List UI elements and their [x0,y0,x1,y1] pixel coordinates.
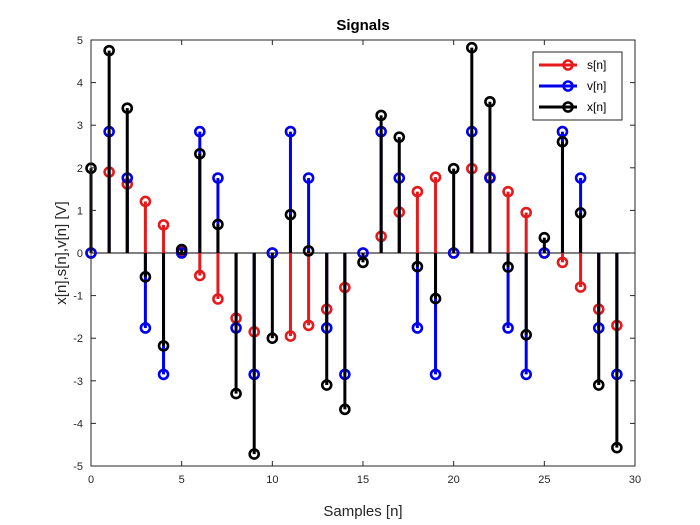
stem-marker [520,328,533,341]
stem-marker [592,379,605,391]
legend-entry: s[n] [539,58,606,72]
y-tick-label: 1 [77,205,83,217]
stem-marker [266,332,279,345]
stem-marker [175,243,188,256]
x-axis-label: Samples [n] [323,503,402,520]
y-axis-label: x[n],s[n],v[n] [V] [53,201,70,304]
stem-marker [157,340,170,352]
stem-marker [574,207,587,219]
stem-marker [447,162,460,175]
y-tick-label: 4 [77,78,83,90]
stem-marker [212,293,224,305]
stem-marker [411,322,424,334]
stem-marker [411,260,424,273]
stem-marker [212,172,224,184]
stem-marker [139,322,152,334]
stem-marker [393,131,406,143]
stem-marker [611,441,623,454]
legend: s[n] v[n] x[n] [532,51,623,121]
stem-marker [357,256,369,269]
stem-marker [320,379,333,391]
x-tick-label: 30 [629,474,641,486]
stem-marker [121,102,134,114]
y-tick-label: -2 [73,333,83,345]
legend-marker [562,101,574,113]
stem-marker [230,387,242,400]
stem-marker [484,95,496,108]
stem-marker [429,292,442,305]
y-tick-label: -3 [73,376,83,388]
legend-label: s[n] [587,58,606,72]
stem-marker [429,368,442,381]
legend-entry: v[n] [539,79,606,93]
stem-marker [139,195,152,208]
stem-marker [302,172,315,184]
ticks: 0 5 10 15 20 25 30 -5 -4 -3 -2 -1 0 1 2 3 4 5 [73,35,641,486]
stem-marker [556,256,569,269]
y-tick-label: 5 [77,35,83,47]
stem-marker [411,185,424,198]
x-tick-label: 5 [179,474,185,486]
stem-marker [574,281,587,293]
y-tick-label: -1 [73,291,83,303]
legend-marker [562,80,574,92]
stem-marker [502,185,514,198]
stem-marker [339,403,351,416]
x-tick-label: 20 [448,474,460,486]
stem-marker [139,271,152,283]
stem-marker [520,368,533,381]
x-tick-label: 0 [88,474,94,486]
legend-label: x[n] [587,100,606,114]
stem-marker [248,448,260,460]
legend-entry: x[n] [539,100,606,114]
stem-marker [302,319,315,332]
y-tick-label: -4 [73,418,83,430]
y-tick-label: 0 [77,248,83,260]
stem-marker [538,231,551,244]
stem-marker [157,368,170,381]
x-tick-label: 25 [538,474,550,486]
stem-marker [194,125,206,138]
stem-marker [574,172,587,184]
stem-marker [284,330,297,342]
stem-marker [429,171,442,183]
stem-marker [302,245,315,257]
stem-marker [520,206,533,219]
stem-marker [212,218,224,231]
stem-marker [465,41,478,54]
stem-marker [556,136,569,148]
stem-marker [502,261,514,273]
y-tick-label: 3 [77,120,83,132]
stem-marker [375,109,387,122]
y-tick-label: 2 [77,163,83,175]
stem-marker [194,147,206,160]
stem-marker [157,219,170,231]
stem-marker [103,44,115,57]
stem-marker [194,269,206,282]
legend-marker [562,59,574,71]
legend-label: v[n] [587,79,606,93]
stem-marker [284,208,297,221]
y-tick-label: -5 [73,461,83,473]
stem-marker [502,322,514,334]
x-tick-label: 15 [357,474,369,486]
x-tick-label: 10 [266,474,278,486]
stem-marker [284,125,297,138]
chart-title: Signals [336,17,389,34]
